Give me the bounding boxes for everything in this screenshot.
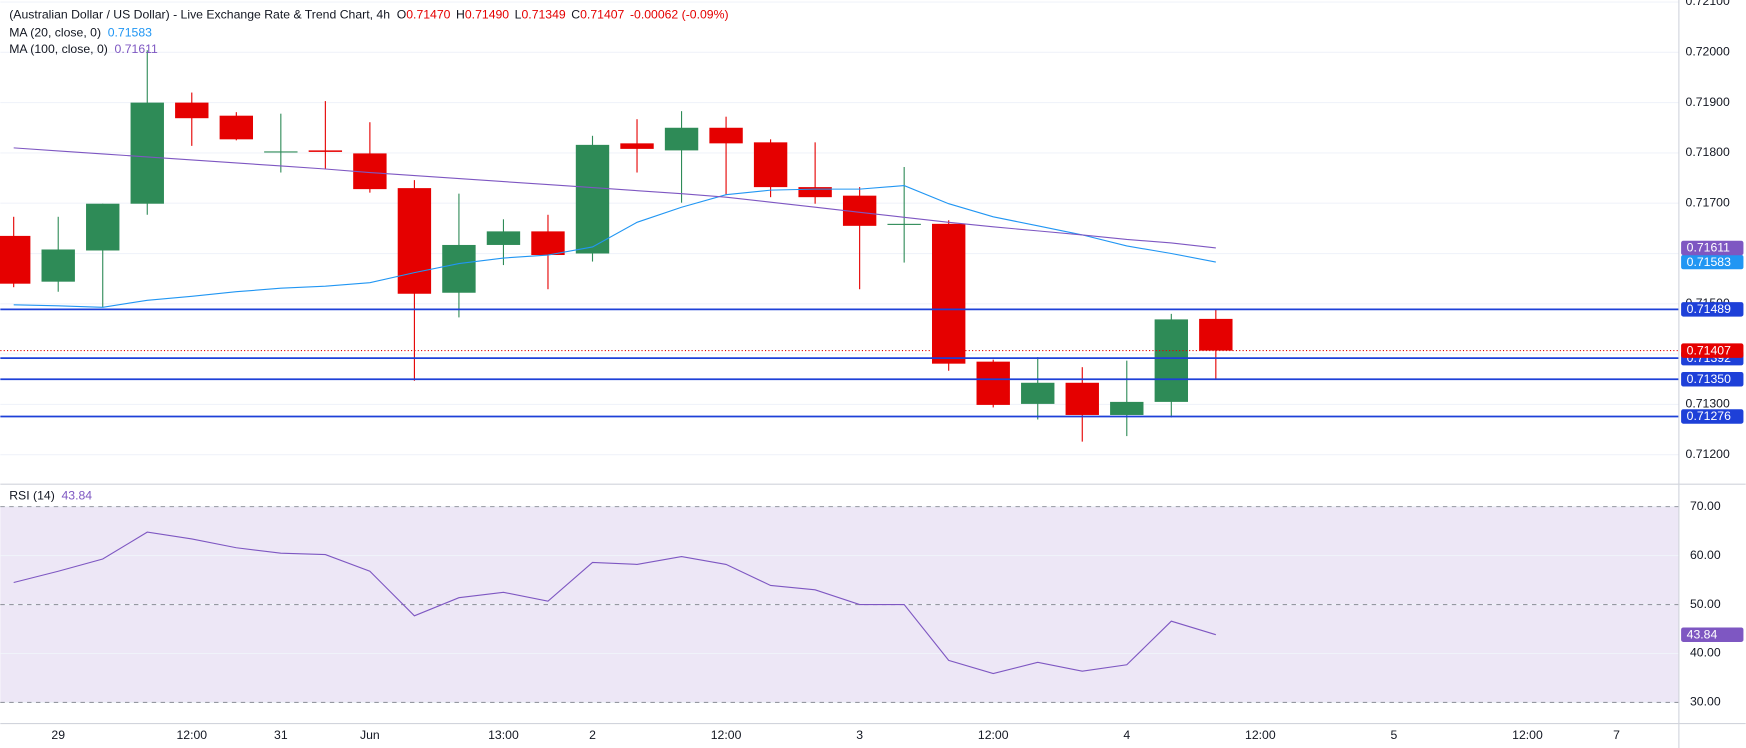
ma-price-label-box	[1681, 240, 1744, 256]
plot-layer	[0, 50, 1679, 675]
x-tick-label: 4	[1123, 728, 1130, 742]
candle-body	[575, 144, 610, 254]
chart-title: (Australian Dollar / US Dollar) - Live E…	[9, 8, 390, 22]
ma-name: MA (100, close, 0)	[9, 42, 108, 56]
candle-body	[1199, 318, 1233, 351]
rsi-name: RSI (14)	[9, 489, 55, 503]
rsi-legend: RSI (14) 43.84	[9, 489, 92, 503]
y-tick-label: 0.71200	[1686, 447, 1730, 461]
candle-body	[931, 223, 966, 364]
header: (Australian Dollar / US Dollar) - Live E…	[9, 8, 728, 22]
candle-body	[264, 151, 298, 153]
y-tick-label: 70.00	[1690, 499, 1721, 513]
candle-body	[86, 203, 120, 251]
ohlc-value: 0.71407	[580, 8, 624, 22]
x-tick-label: 12:00	[176, 728, 207, 742]
level-price-label-box	[1681, 302, 1744, 317]
y-tick-label: 60.00	[1690, 548, 1721, 562]
moving-average	[13, 147, 1216, 249]
x-tick-label: 12:00	[978, 728, 1009, 742]
candle-body	[664, 127, 699, 151]
y-tick-label: 0.71300	[1686, 397, 1730, 411]
x-tick-label: 7	[1613, 728, 1620, 742]
ma-value: 0.71611	[115, 42, 159, 56]
candle-body	[1110, 401, 1144, 415]
candle-body	[130, 102, 164, 204]
ohlc-label: H	[456, 8, 465, 22]
ma-legend: MA (100, close, 0) 0.71611	[9, 42, 158, 56]
candle-body	[976, 361, 1010, 405]
level-price-label: 0.71350	[1687, 372, 1731, 386]
candle-body	[175, 102, 209, 119]
axis-layer: 29 12:00 31 Jun 13:00 2 12:00 3 12:00 4 12:00 5 12:0…	[51, 0, 1744, 742]
y-tick-label: 0.71800	[1686, 145, 1730, 159]
y-tick-label: 50.00	[1690, 597, 1721, 611]
candle-body	[531, 231, 565, 256]
rsi-value: 43.84	[61, 489, 92, 503]
candle-body	[1154, 319, 1189, 402]
y-tick-label: 0.72000	[1686, 45, 1730, 59]
x-tick-label: 12:00	[1512, 728, 1543, 742]
current-price-label: 0.71407	[1687, 343, 1731, 357]
y-tick-label: 0.72100	[1686, 0, 1730, 8]
x-tick-label: Jun	[360, 728, 380, 742]
candle-body	[1021, 382, 1055, 404]
current-price-label-box	[1681, 343, 1744, 358]
rsi-value-label-box	[1681, 627, 1744, 642]
candle-body	[887, 223, 921, 225]
candle-body	[397, 188, 432, 294]
candle-body	[41, 249, 75, 282]
rsi-line	[13, 531, 1216, 675]
y-tick-label: 0.71900	[1686, 95, 1730, 109]
ma-price-label: 0.71583	[1687, 255, 1731, 269]
ma-value: 0.71583	[108, 26, 152, 40]
x-tick-label: 12:00	[1245, 728, 1276, 742]
ohlc-label: L	[515, 8, 522, 22]
level-price-label: 0.71276	[1687, 409, 1731, 423]
y-tick-label: 30.00	[1690, 695, 1721, 709]
y-tick-label: 40.00	[1690, 646, 1721, 660]
candle-body	[798, 187, 832, 198]
x-tick-label: 31	[274, 728, 288, 742]
candle-body	[620, 143, 654, 149]
candle-body	[486, 231, 521, 245]
level-price-label-box	[1681, 409, 1744, 424]
ma-price-label: 0.71611	[1687, 241, 1731, 255]
ohlc-value: 0.71470	[406, 8, 450, 22]
ohlc-label: O	[397, 8, 407, 22]
candle-body	[0, 235, 31, 284]
level-price-label-box	[1681, 372, 1744, 387]
grid-layer	[0, 1, 1679, 704]
ohlc-value: 0.71490	[465, 8, 509, 22]
ohlc-value: 0.71349	[522, 8, 566, 22]
ma-name: MA (20, close, 0)	[9, 26, 101, 40]
ma-price-label-box	[1681, 254, 1744, 270]
candle-body	[753, 142, 788, 188]
candle-body	[709, 127, 743, 144]
x-tick-label: 13:00	[488, 728, 519, 742]
candle-body	[1065, 382, 1099, 415]
ma-legend: MA (20, close, 0) 0.71583	[9, 26, 152, 40]
candle-body	[308, 150, 343, 152]
x-tick-label: 2	[589, 728, 596, 742]
ohlc-label: C	[571, 8, 580, 22]
x-tick-label: 3	[856, 728, 863, 742]
x-tick-label: 29	[51, 728, 65, 742]
rsi-value-label: 43.84	[1687, 627, 1718, 641]
x-tick-label: 5	[1391, 728, 1398, 742]
x-tick-label: 12:00	[711, 728, 742, 742]
y-tick-label: 0.71700	[1686, 195, 1730, 209]
candle-body	[219, 115, 254, 140]
level-price-label: 0.71489	[1687, 302, 1731, 316]
candle-body	[442, 244, 476, 293]
change: -0.00062 (-0.09%)	[630, 8, 729, 22]
moving-average	[13, 185, 1216, 308]
